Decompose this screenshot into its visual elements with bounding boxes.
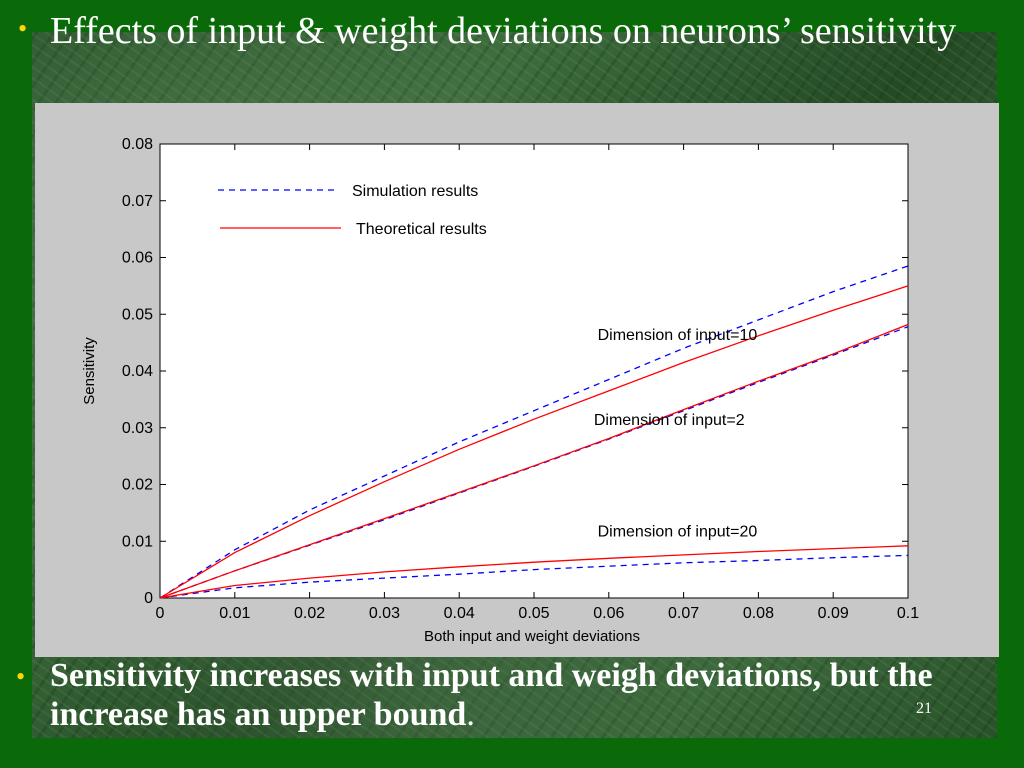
theoretical-line-2d [159, 323, 909, 599]
annotations: Dimension of input=10 Dimension of input=… [594, 327, 757, 541]
y-tick-label: 0.05 [122, 306, 153, 323]
bottom-bullet: • [16, 662, 26, 691]
x-tick-label: 0.07 [668, 605, 699, 622]
x-tick-label: 0 [156, 605, 165, 622]
x-tick-label: 0.01 [219, 605, 250, 622]
y-tick-label: 0.01 [122, 533, 153, 550]
legend: Simulation results Theoretical results [218, 183, 487, 238]
y-tick-label: 0.02 [122, 477, 153, 494]
plot-area [159, 143, 909, 599]
theoretical-line-20d [159, 545, 909, 599]
legend-label-simulation: Simulation results [352, 183, 478, 200]
series-annotation: Dimension of input=10 [598, 327, 758, 344]
y-tick-label: 0.04 [122, 363, 153, 380]
series-annotation: Dimension of input=20 [598, 524, 758, 541]
axis-ticks: 0 0.01 0.02 0.03 0.04 0.05 0.06 0.07 0.08 0.09 0.1… [122, 136, 919, 622]
x-axis-label: Both input and weight deviations [424, 628, 640, 645]
y-tick-label: 0.06 [122, 250, 153, 267]
legend-label-theoretical: Theoretical results [356, 221, 487, 238]
bottom-bullet-text-bold: Sensitivity increases with input and wei… [50, 657, 933, 733]
x-tick-label: 0.08 [743, 605, 774, 622]
chart-panel: Sensitivity Both input and weight deviat… [35, 103, 999, 657]
title-bullet: • [18, 14, 28, 43]
series-lines [159, 265, 909, 599]
y-tick-label: 0 [144, 590, 153, 607]
x-tick-label: 0.09 [818, 605, 849, 622]
x-tick-label: 0.1 [897, 605, 919, 622]
x-tick-label: 0.06 [593, 605, 624, 622]
simulation-line-20d [159, 554, 909, 599]
bottom-bullet-text: Sensitivity increases with input and wei… [50, 656, 980, 734]
bottom-bullet-text-tail: . [466, 696, 475, 733]
x-tick-label: 0.02 [294, 605, 325, 622]
sensitivity-chart: Sensitivity Both input and weight deviat… [81, 136, 919, 645]
x-tick-label: 0.03 [369, 605, 400, 622]
x-tick-label: 0.05 [518, 605, 549, 622]
y-tick-label: 0.03 [122, 420, 153, 437]
simulation-line-10d [159, 265, 909, 599]
x-tick-label: 0.04 [444, 605, 475, 622]
series-annotation: Dimension of input=2 [594, 412, 745, 429]
y-tick-label: 0.07 [122, 193, 153, 210]
y-tick-label: 0.08 [122, 136, 153, 153]
slide-number: 21 [916, 700, 932, 717]
slide-title: Effects of input & weight deviations on … [50, 10, 957, 52]
y-axis-label: Sensitivity [81, 337, 98, 405]
theoretical-line-10d [159, 285, 909, 599]
